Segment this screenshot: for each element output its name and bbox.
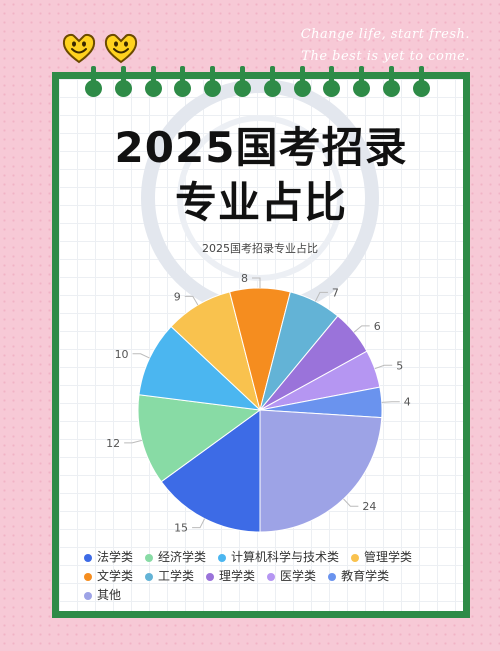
pie-label-leader: [124, 439, 142, 444]
binder-ring-icon: [323, 66, 341, 97]
pie-data-label: 9: [174, 290, 181, 303]
pie-slices: [137, 287, 383, 533]
pie-data-label: 10: [115, 348, 129, 361]
legend-swatch: [267, 572, 276, 581]
binder-ring-icon: [353, 66, 371, 97]
legend-row: 文学类 工学类 理学类 医学类 教育学类: [84, 567, 464, 586]
chart-title: 2025国考招录专业占比: [202, 241, 318, 255]
legend-swatch: [84, 591, 92, 600]
legend-item: 计算机科学与技术类: [218, 548, 339, 567]
page-title: 2025国考招录: [114, 123, 408, 172]
smiley-face-icon: [104, 33, 138, 64]
pie-data-label: 5: [396, 359, 403, 372]
legend-item: 医学类: [267, 567, 316, 586]
legend-label: 教育学类: [341, 569, 390, 583]
pie-slice: [259, 409, 383, 533]
legend-label: 理学类: [219, 569, 256, 583]
page-subtitle: 专业占比: [174, 178, 347, 227]
pie-data-label: 8: [241, 272, 248, 285]
pie-slice: [138, 325, 262, 411]
legend-item: 经济学类: [145, 548, 206, 567]
binder-ring-icon: [144, 66, 162, 97]
pie-labels: 15 12 10 9 8 7 6 5 4 24: [106, 272, 411, 535]
binder-ring-icon: [412, 66, 430, 97]
binder-ring-icon: [263, 66, 281, 97]
legend-label: 管理学类: [364, 550, 413, 564]
legend-row: 法学类 经济学类 计算机科学与技术类 管理学类: [84, 548, 464, 567]
legend-label: 计算机科学与技术类: [231, 550, 340, 564]
legend-swatch: [145, 572, 154, 581]
tagline-line-2: The best is yet to come.: [301, 49, 470, 64]
binder-ring-icon: [293, 66, 311, 97]
pie-slice: [160, 409, 261, 533]
pie-label-leader: [252, 277, 261, 288]
pie-label-leader: [132, 353, 150, 359]
pie-data-label: 4: [404, 396, 411, 409]
pie-label-leader: [314, 291, 328, 302]
binder-ring-icon: [234, 66, 251, 97]
tagline: Change life, start fresh. The best is ye…: [301, 24, 470, 68]
legend-label: 其他: [97, 588, 122, 602]
legend-row: 其他: [84, 586, 464, 605]
binder-rings: [52, 66, 470, 108]
pie-label-leader: [374, 364, 393, 370]
pie-label-leader: [192, 518, 206, 529]
legend-swatch: [84, 553, 92, 562]
pie-data-label: 7: [332, 286, 339, 299]
chart-legend: 法学类 经济学类 计算机科学与技术类 管理学类文学类 工学类 理学类 医学类 教育学类其他: [84, 548, 464, 605]
pie-label-leader: [184, 295, 199, 306]
legend-item: 理学类: [206, 567, 255, 586]
legend-item: 管理学类: [351, 548, 412, 567]
pie-label-leader: [343, 498, 359, 507]
pie-label-leader: [353, 325, 370, 333]
legend-item: 法学类: [84, 548, 133, 567]
pie-chart: 2025国考招录专业占比 15 12 10 9 8 7 6 5 4 24: [106, 241, 411, 535]
legend-item: 教育学类: [328, 567, 389, 586]
pie-data-label: 24: [362, 500, 376, 513]
pie-data-label: 12: [106, 437, 120, 450]
tagline-line-1: Change life, start fresh.: [300, 27, 470, 42]
legend-swatch: [351, 553, 360, 562]
pie-label-leader: [381, 401, 400, 403]
legend-label: 法学类: [97, 550, 134, 564]
legend-item: 文学类: [84, 567, 133, 586]
legend-swatch: [206, 572, 215, 581]
legend-item: 工学类: [145, 567, 194, 586]
binder-ring-icon: [85, 66, 102, 97]
binder-ring-icon: [174, 66, 192, 97]
pie-data-label: 15: [174, 522, 188, 535]
legend-swatch: [328, 572, 337, 581]
legend-label: 工学类: [158, 569, 195, 583]
legend-swatch: [145, 553, 154, 562]
pie-data-label: 6: [374, 320, 381, 333]
legend-swatch: [84, 572, 92, 581]
binder-ring-icon: [383, 66, 400, 97]
legend-label: 文学类: [97, 569, 134, 583]
smiley-face-icon: [62, 33, 96, 64]
legend-item: 其他: [84, 586, 121, 605]
legend-swatch: [218, 553, 227, 562]
binder-ring-icon: [114, 66, 132, 97]
legend-label: 经济学类: [158, 550, 207, 564]
binder-ring-icon: [204, 66, 222, 97]
legend-label: 医学类: [280, 569, 317, 583]
